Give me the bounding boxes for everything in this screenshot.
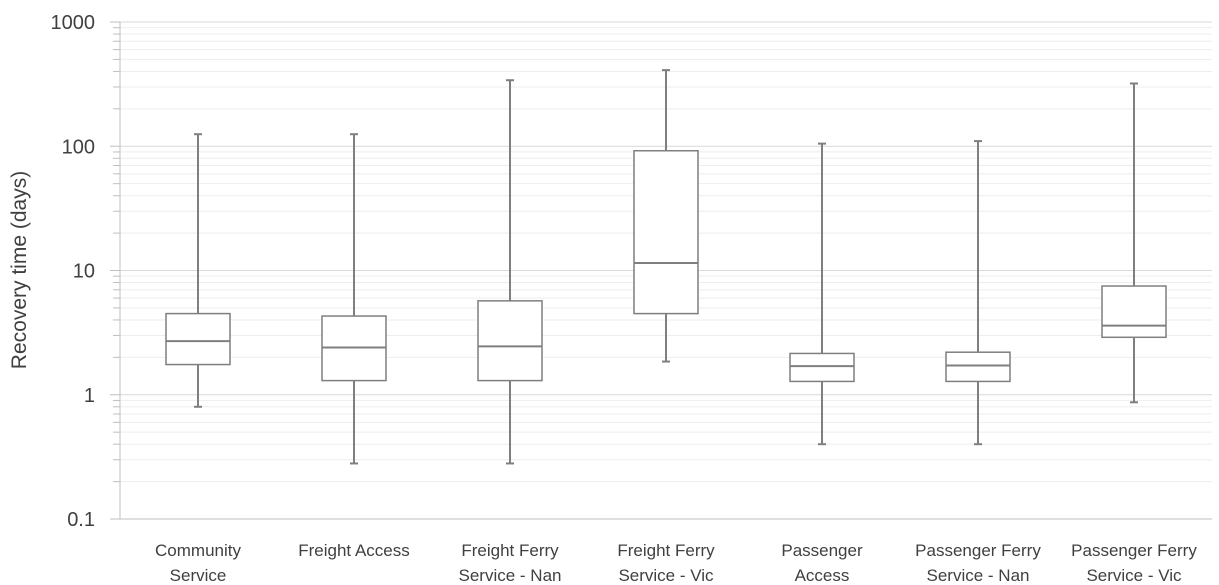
y-tick-label: 1000 [51, 12, 96, 34]
box-plot-item [1101, 82, 1167, 404]
box-iqr [789, 352, 855, 383]
x-category-label: Access [795, 566, 850, 585]
box-iqr [633, 149, 699, 315]
x-category-label: Service - Vic [618, 566, 714, 585]
box-plot-item [477, 79, 543, 465]
box-series [165, 69, 1167, 465]
x-category-label: Service - Vic [1086, 566, 1182, 585]
x-category-label: Passenger Ferry [915, 541, 1041, 560]
x-category-label: Service - Nan [459, 566, 562, 585]
x-category-label: Passenger Ferry [1071, 541, 1197, 560]
box-plot-item [321, 133, 387, 465]
x-category-label: Freight Ferry [617, 541, 715, 560]
x-category-label: Freight Access [298, 541, 410, 560]
box-iqr [165, 312, 231, 366]
box-iqr [1101, 285, 1167, 339]
x-category-label: Community [155, 541, 241, 560]
y-tick-label: 10 [73, 261, 95, 283]
box-plot-item [945, 140, 1011, 446]
box-plot-item [165, 133, 231, 408]
y-tick-label: 0.1 [67, 509, 95, 531]
x-category-label: Service [170, 566, 227, 585]
box-iqr [945, 351, 1011, 383]
category-labels: Community Service Freight Access Freight Fe… [155, 541, 1197, 585]
box-iqr [477, 300, 543, 382]
box-plot-item [633, 69, 699, 363]
y-tick-label: 100 [62, 136, 95, 158]
y-axis-title: Recovery time (days) [8, 171, 31, 369]
x-category-label: Freight Ferry [461, 541, 559, 560]
y-axis: 0.1 1 10 100 1000 [51, 12, 1212, 531]
y-tick-label: 1 [84, 385, 95, 407]
x-category-label: Passenger [781, 541, 863, 560]
box-plot-item [789, 142, 855, 446]
x-category-label: Service - Nan [927, 566, 1030, 585]
